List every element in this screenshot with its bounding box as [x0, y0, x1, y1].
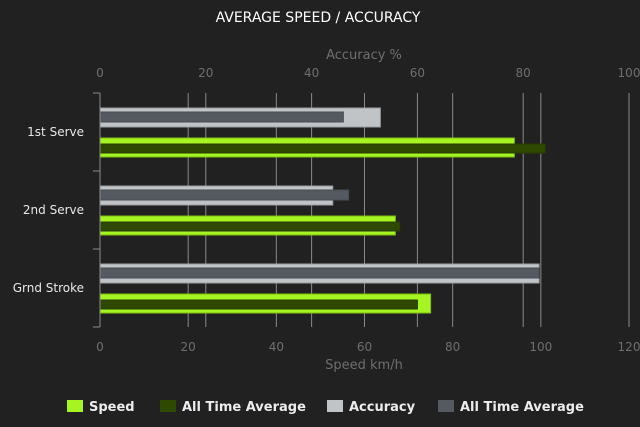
legend-swatch — [160, 400, 176, 412]
legend-swatch — [327, 400, 343, 412]
top-tick-label: 20 — [198, 66, 213, 80]
top-tick-label: 0 — [96, 66, 104, 80]
bottom-tick-label: 20 — [181, 340, 196, 354]
legend-swatch — [67, 400, 83, 412]
category-label: 2nd Serve — [23, 203, 84, 217]
top-tick-label: 60 — [410, 66, 425, 80]
bar-all-time-average-1 — [99, 299, 418, 310]
bar-all-time-average-3 — [99, 189, 350, 201]
bottom-tick-label: 120 — [618, 340, 640, 354]
legend-label: Accuracy — [349, 400, 416, 415]
bottom-tick-label: 60 — [357, 340, 372, 354]
bottom-tick-label: 80 — [445, 340, 460, 354]
bottom-tick-label: 0 — [96, 340, 104, 354]
bar-all-time-average-3 — [99, 111, 344, 123]
top-axis-label: Accuracy % — [326, 48, 402, 63]
bottom-axis-label: Speed km/h — [325, 358, 403, 373]
bottom-tick-label: 40 — [269, 340, 284, 354]
top-tick-label: 100 — [618, 66, 640, 80]
bar-all-time-average-1 — [99, 221, 401, 232]
legend-swatch — [438, 400, 454, 412]
legend-label: All Time Average — [182, 400, 306, 415]
top-tick-label: 40 — [304, 66, 319, 80]
bar-all-time-average-3 — [99, 267, 540, 279]
bottom-tick-label: 100 — [529, 340, 552, 354]
chart-title: AVERAGE SPEED / ACCURACY — [216, 10, 421, 26]
legend-label: All Time Average — [460, 400, 584, 415]
bar-all-time-average-1 — [99, 143, 546, 154]
legend-label: Speed — [89, 400, 135, 415]
category-label: Grnd Stroke — [13, 281, 84, 295]
category-label: 1st Serve — [27, 125, 84, 139]
top-tick-label: 80 — [516, 66, 531, 80]
